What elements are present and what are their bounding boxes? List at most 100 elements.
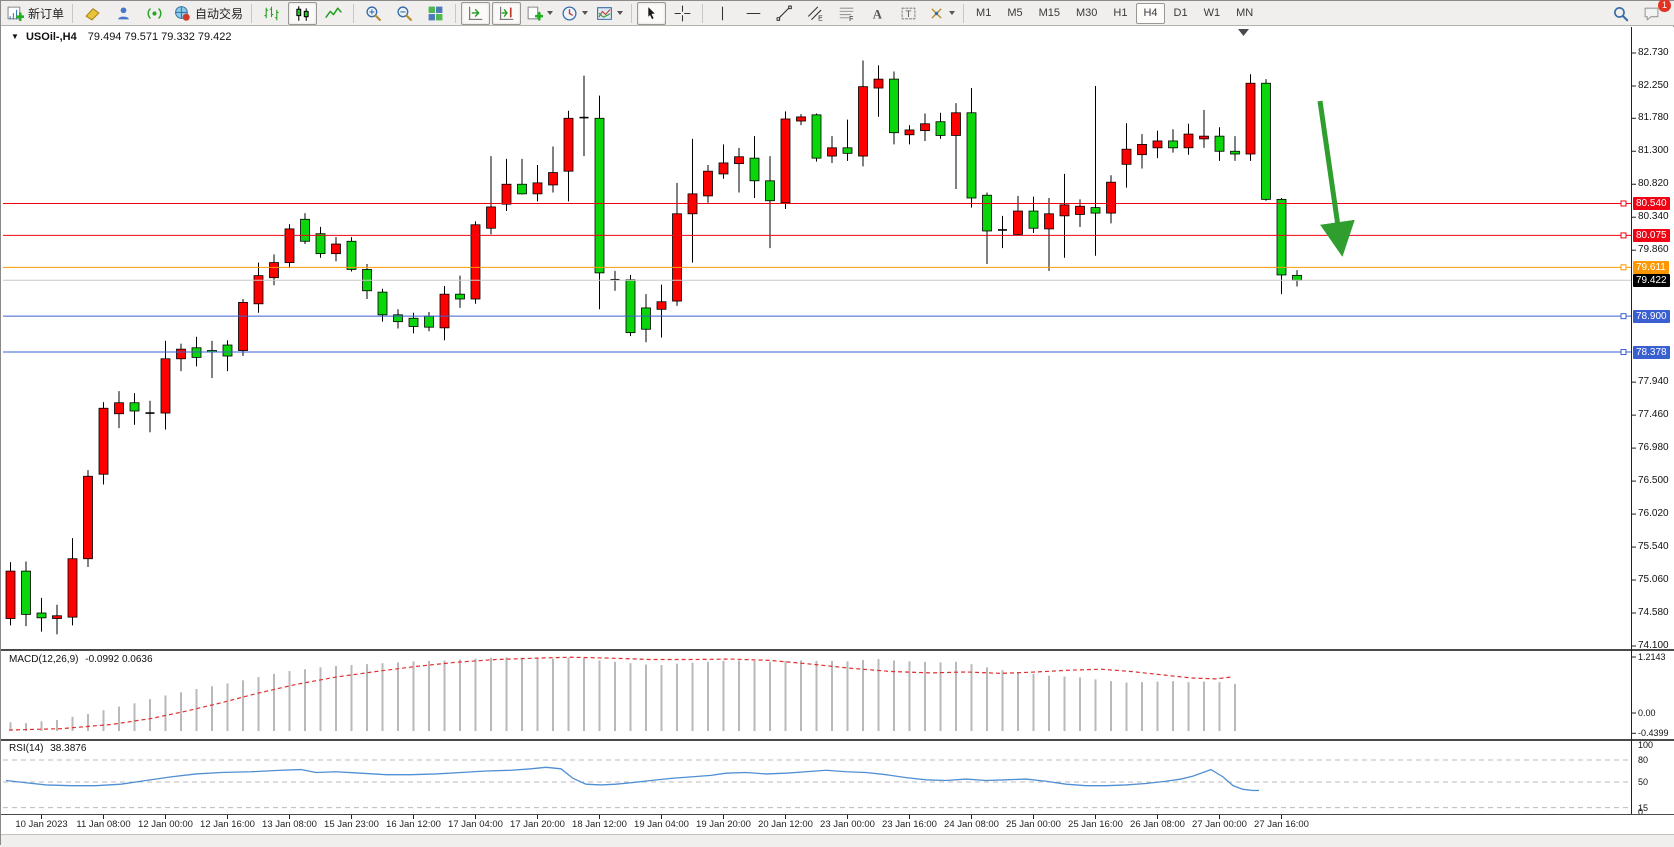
timeframe-h4-button[interactable]: H4 [1136,3,1164,24]
chart-shift-marker[interactable] [1238,29,1249,36]
panel-separator[interactable] [1,649,1674,651]
price-tick-label: 75.540 [1638,541,1669,553]
date-tick-label: 25 Jan 16:00 [1061,819,1131,830]
line-handle[interactable] [1621,265,1626,270]
price-line-label: 80.075 [1633,229,1670,242]
svg-text:E: E [818,15,823,22]
horizontal-line-button[interactable] [739,2,768,25]
zoom-in-button[interactable] [359,2,388,25]
status-strip [1,834,1674,847]
date-tick-label: 16 Jan 12:00 [379,819,449,830]
candle [37,613,46,618]
rsi-panel[interactable] [3,760,1631,808]
profile-chart-button[interactable] [109,2,138,25]
candle [22,571,31,614]
notifications-button[interactable]: 1 [1637,2,1666,25]
macd-panel[interactable] [9,657,1235,731]
timeframe-m1-button[interactable]: M1 [969,3,998,24]
timeframe-m30-button[interactable]: M30 [1069,3,1104,24]
candle [967,113,976,198]
search-button[interactable] [1606,2,1635,25]
chart-canvas[interactable] [1,27,1674,834]
chart-shift-button[interactable] [492,2,521,25]
svg-text:T: T [906,9,912,20]
timeframe-m5-button[interactable]: M5 [1000,3,1029,24]
notification-badge: 1 [1658,0,1671,12]
candle [409,318,418,326]
panel-separator[interactable] [1,739,1674,741]
candle [549,173,558,185]
price-tick-label: 80.820 [1638,178,1669,190]
shapes-menu-button[interactable] [925,2,958,25]
rsi-indicator-label: RSI(14) 38.3876 [9,743,86,754]
candle [1076,206,1085,214]
trendline-icon [776,5,793,22]
new-order-button[interactable]: 新订单 [4,2,67,25]
chart-region[interactable]: ▼ USOil-,H4 79.494 79.571 79.332 79.422 … [1,27,1674,834]
down-arrow-annotation[interactable] [1320,101,1341,247]
person-chart-icon [115,5,132,22]
candle [952,113,961,136]
date-tick-label: 26 Jan 08:00 [1123,819,1193,830]
line-handle[interactable] [1621,201,1626,206]
template-menu-button[interactable] [593,2,626,25]
line-handle[interactable] [1621,314,1626,319]
auto-scroll-button[interactable] [461,2,490,25]
candle [1029,211,1038,228]
zoom-in-icon [365,5,382,22]
period-menu-button[interactable] [558,2,591,25]
date-tick-label: 13 Jan 08:00 [255,819,325,830]
line-handle[interactable] [1621,233,1626,238]
cursor-button[interactable] [637,2,666,25]
price-tick-label: 76.500 [1638,475,1669,487]
line-chart-button[interactable] [319,2,348,25]
rsi-axis-label: 50 [1638,777,1648,787]
trendline-button[interactable] [770,2,799,25]
candle [6,571,15,618]
toolbar-right-group: 1 [1605,2,1673,25]
horizontal-line-79.611[interactable] [3,265,1631,270]
timeframe-m15-button[interactable]: M15 [1032,3,1067,24]
candle [750,158,759,181]
timeframe-h1-button[interactable]: H1 [1106,3,1134,24]
candle [456,294,465,299]
crosshair-button[interactable] [668,2,697,25]
candle [704,171,713,196]
fibonacci-button[interactable]: F [832,2,861,25]
horizontal-line-80.540[interactable] [3,201,1631,206]
chevron-down-icon [547,11,553,15]
candle [316,234,325,254]
zoom-out-button[interactable] [390,2,419,25]
text-label-button[interactable]: T [894,2,923,25]
chart-plus-icon [7,5,24,22]
timeframe-d1-button[interactable]: D1 [1167,3,1195,24]
auto-trading-button[interactable]: 自动交易 [171,2,246,25]
date-tick-label: 23 Jan 00:00 [813,819,883,830]
line-handle[interactable] [1621,350,1626,355]
candlestick-chart-button[interactable] [288,2,317,25]
date-tick-label: 20 Jan 12:00 [751,819,821,830]
eraser-button[interactable] [78,2,107,25]
shapes-icon [928,5,945,22]
timeframe-w1-button[interactable]: W1 [1197,3,1228,24]
candle [890,79,899,133]
timeframe-mn-button[interactable]: MN [1229,3,1260,24]
macd-indicator-label: MACD(12,26,9) -0.0992 0.0636 [9,654,153,665]
candle [223,345,232,356]
vertical-line-button[interactable] [708,2,737,25]
broadcast-button[interactable] [140,2,169,25]
tile-windows-button[interactable] [421,2,450,25]
bar-chart-button[interactable] [257,2,286,25]
candle [1262,83,1271,199]
candle [1200,136,1209,139]
date-tick-label: 11 Jan 08:00 [69,819,139,830]
candle [983,195,992,231]
text-button[interactable]: A [863,2,892,25]
horizontal-line-80.075[interactable] [3,233,1631,238]
collapse-icon[interactable]: ▼ [11,32,19,41]
new-chart-button[interactable] [523,2,556,25]
new-window-icon [526,5,543,22]
candle [1246,83,1255,154]
rsi-axis-label: 80 [1638,755,1648,765]
equidistant-channel-button[interactable]: E [801,2,830,25]
